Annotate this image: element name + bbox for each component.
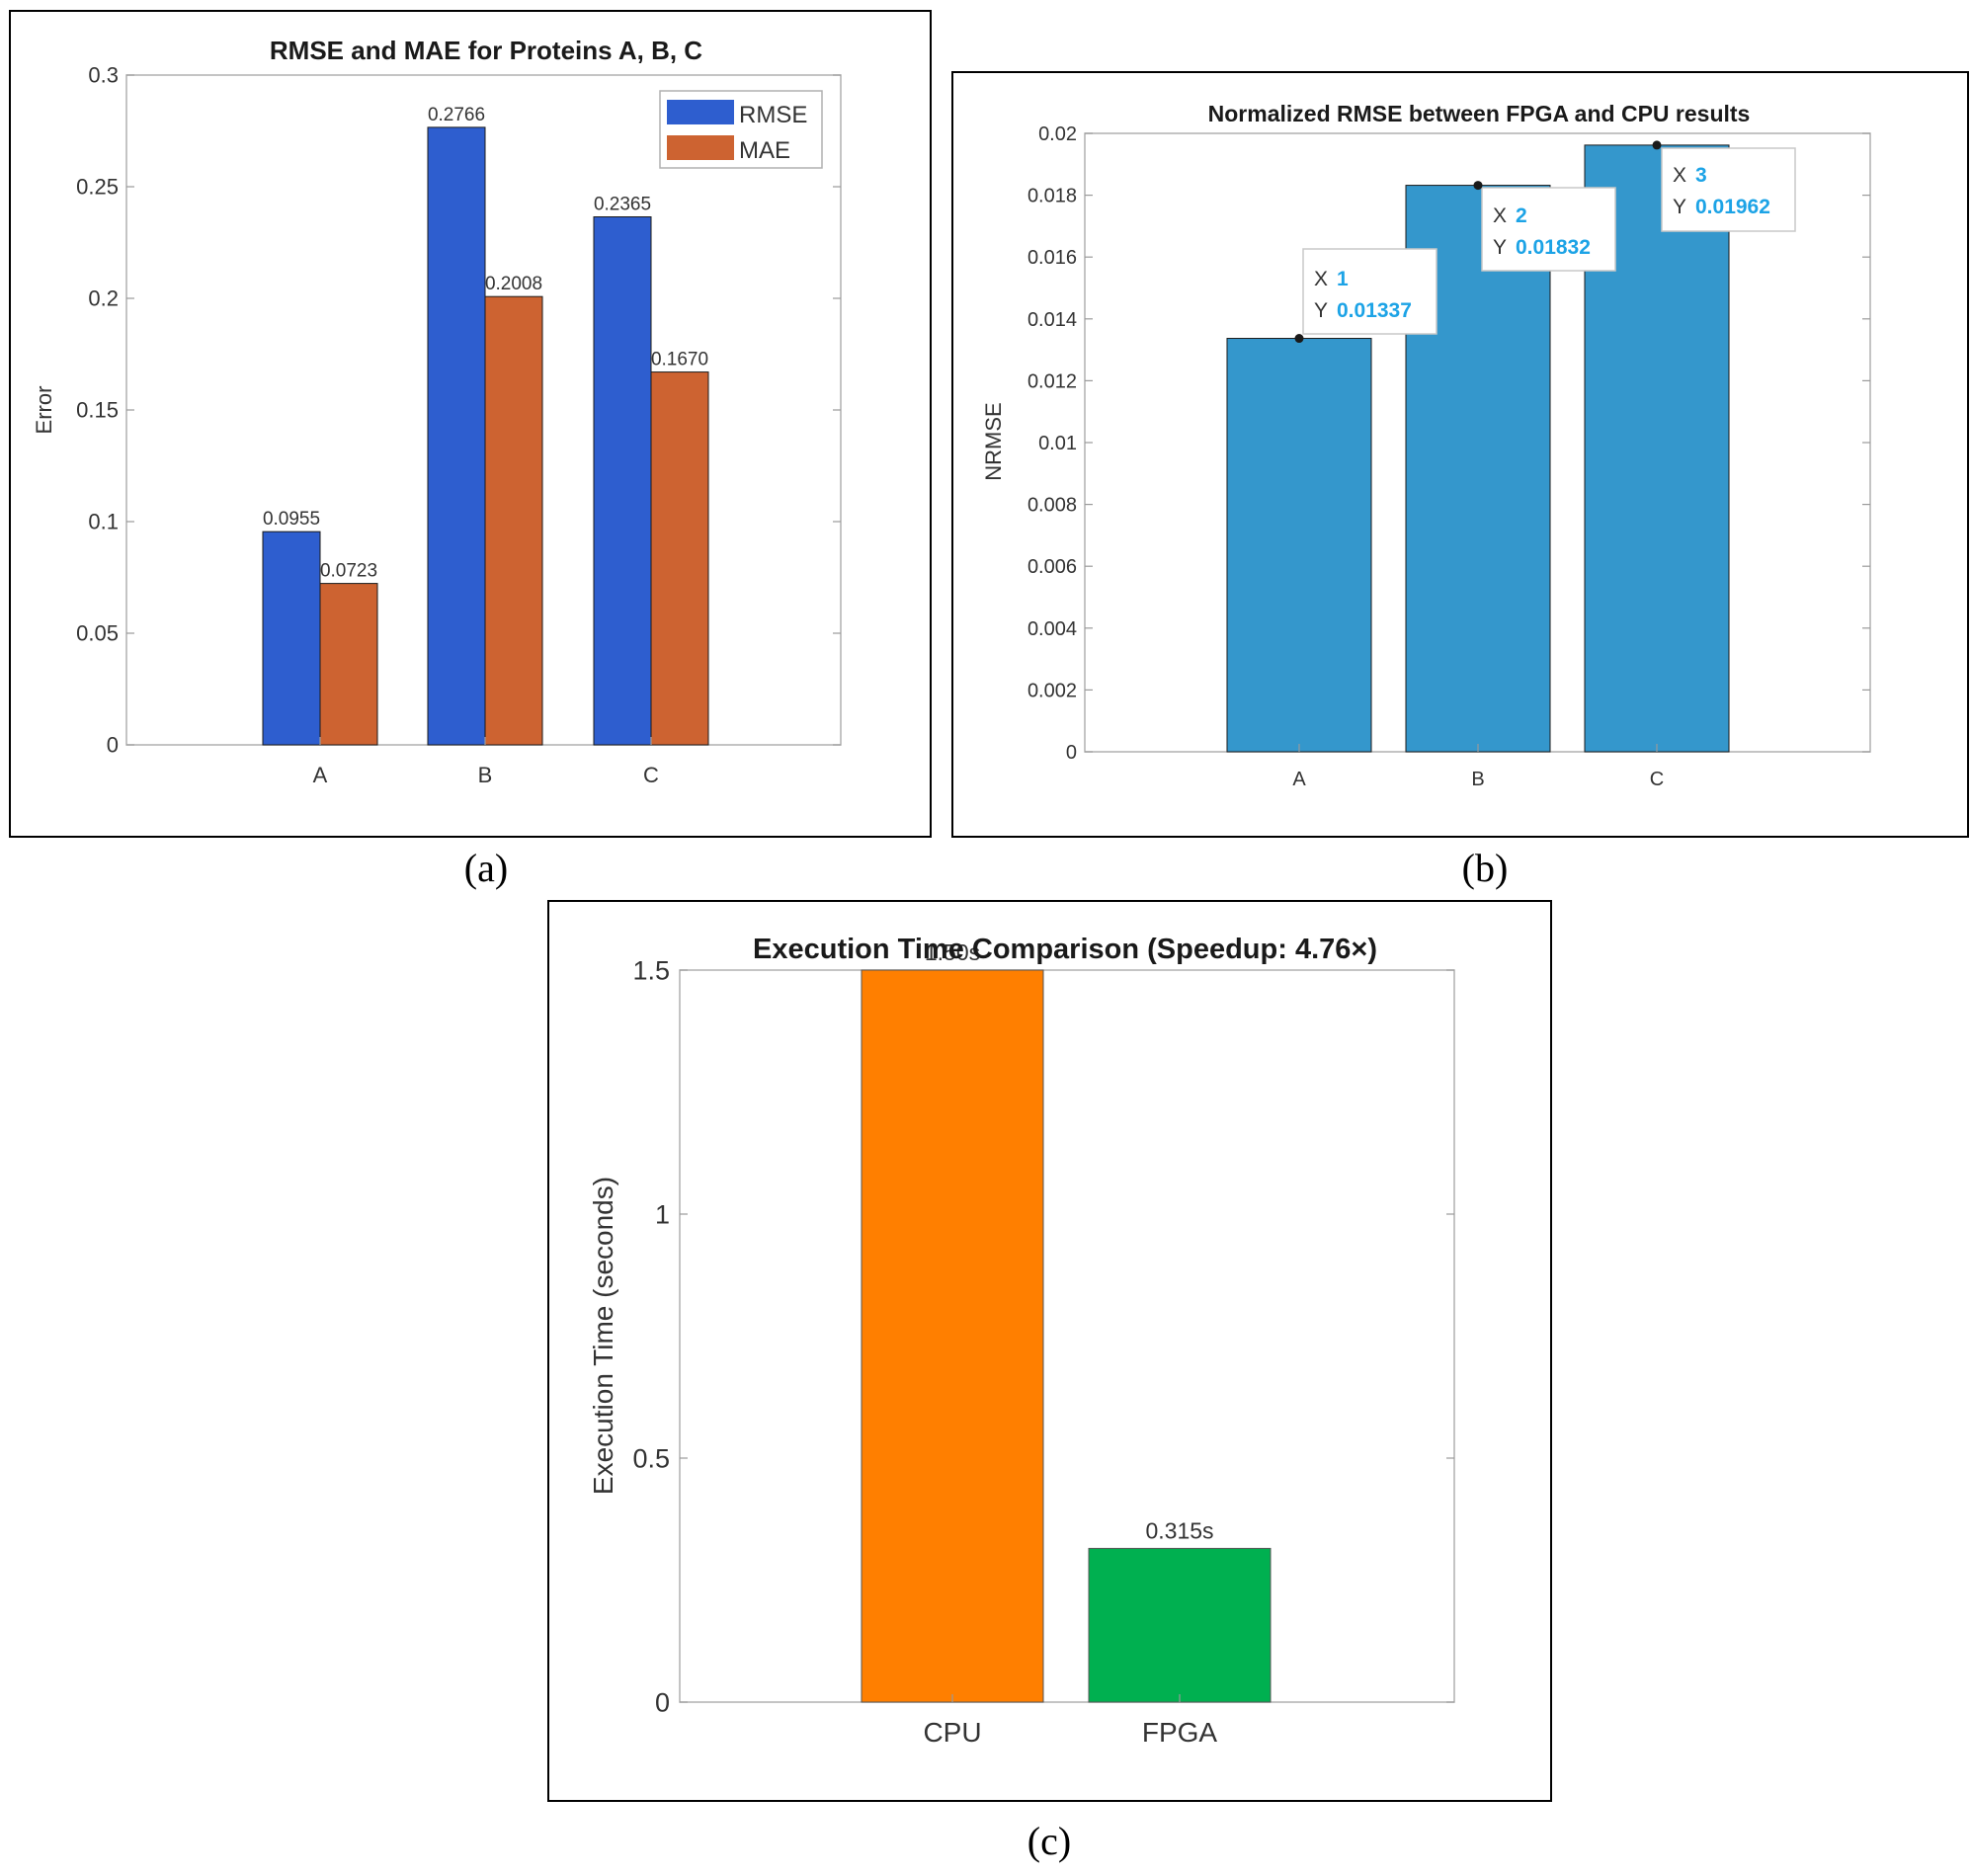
bar-mae-a — [319, 583, 378, 746]
y-tick-label: 0.05 — [76, 621, 119, 646]
bar-value-label: 0.2766 — [428, 105, 485, 125]
datatip-y-label: Y — [1673, 196, 1686, 218]
x-tick-label: C — [643, 763, 659, 787]
chart-b-title: Normalized RMSE between FPGA and CPU res… — [1208, 101, 1751, 126]
y-tick-label: 0.25 — [76, 175, 119, 200]
y-tick-label: 0.3 — [88, 63, 119, 88]
y-tick-label: 0.008 — [1027, 495, 1077, 517]
y-tick-label: 1.5 — [632, 955, 670, 985]
datatip-box — [1481, 187, 1616, 272]
datatip-y-label: Y — [1314, 299, 1328, 322]
bar-mae-c — [650, 371, 709, 746]
datatip-3[interactable]: X 3 Y 0.01962 — [1661, 147, 1796, 232]
bar-rmse-b — [427, 126, 486, 746]
datatip-x-value: 3 — [1695, 164, 1707, 187]
y-tick-label: 0.004 — [1027, 618, 1077, 640]
datatip-y-value: 0.01962 — [1695, 196, 1770, 218]
chart-c-x-axis: CPU FPGA — [923, 1694, 1217, 1748]
y-tick-label: 0.5 — [632, 1443, 670, 1473]
caption-a: (a) — [464, 846, 508, 890]
chart-a-ylabel: Error — [32, 386, 56, 435]
chart-a-title: RMSE and MAE for Proteins A, B, C — [270, 36, 702, 65]
bar-rmse-a — [262, 530, 321, 746]
bar-value-label: 0.2365 — [594, 195, 651, 215]
datatip-marker[interactable] — [1652, 140, 1662, 150]
datatip-box — [1302, 248, 1437, 335]
bar-value-label: 0.1670 — [651, 350, 708, 370]
bar-cpu — [861, 969, 1044, 1703]
datatip-2[interactable]: X 2 Y 0.01832 — [1481, 187, 1616, 272]
x-tick-label: A — [1292, 769, 1306, 790]
chart-b-ylabel: NRMSE — [981, 402, 1006, 480]
y-tick-label: 0.006 — [1027, 556, 1077, 578]
x-tick-label: FPGA — [1142, 1717, 1218, 1748]
y-tick-label: 0.1 — [88, 510, 119, 534]
datatip-y-value: 0.01832 — [1516, 236, 1591, 259]
y-tick-label: 0.002 — [1027, 680, 1077, 701]
caption-c: (c) — [1027, 1819, 1071, 1863]
datatip-x-label: X — [1314, 268, 1328, 290]
y-tick-label: 0.15 — [76, 398, 119, 423]
datatip-x-label: X — [1493, 204, 1507, 227]
chart-a-legend: RMSE MAE — [659, 90, 823, 169]
legend-swatch-mae — [667, 135, 734, 160]
chart-b-x-axis: A B C — [1292, 744, 1664, 790]
y-tick-label: 0.02 — [1038, 123, 1077, 145]
datatip-y-value: 0.01337 — [1337, 299, 1412, 322]
y-tick-label: 0.018 — [1027, 186, 1077, 207]
datatip-marker[interactable] — [1473, 181, 1483, 191]
x-tick-label: B — [478, 763, 493, 787]
legend-swatch-rmse — [667, 100, 734, 124]
y-tick-label: 0 — [655, 1687, 670, 1717]
bar-value-label: 0.315s — [1145, 1517, 1213, 1543]
chart-a-y-axis: 0 0.05 0.1 0.15 0.2 0.25 0.3 — [76, 63, 841, 758]
chart-a-x-axis: A B C — [313, 737, 659, 787]
chart-b-datatip-markers — [1294, 140, 1662, 344]
chart-c-bars: 1.50s 0.315s — [861, 939, 1272, 1703]
chart-c-ylabel: Execution Time (seconds) — [588, 1177, 618, 1495]
datatip-x-value: 1 — [1337, 268, 1349, 290]
y-tick-label: 0 — [107, 733, 119, 758]
chart-b-y-axis: 0 0.002 0.004 0.006 0.008 0.01 0.012 0.014 0.016… — [1027, 123, 1870, 764]
x-tick-label: C — [1650, 769, 1664, 790]
bar-rmse-c — [593, 216, 652, 746]
legend-label-mae: MAE — [739, 137, 790, 164]
chart-a-bars: 0.0955 0.0723 0.2766 0.2008 0.2365 0.1670 — [262, 105, 709, 746]
x-tick-label: CPU — [923, 1717, 981, 1748]
bar-value-label: 1.50s — [925, 939, 980, 965]
y-tick-label: 0.01 — [1038, 433, 1077, 454]
y-tick-label: 0.014 — [1027, 309, 1077, 331]
x-tick-label: B — [1471, 769, 1484, 790]
legend-label-rmse: RMSE — [739, 102, 807, 128]
bar-value-label: 0.2008 — [485, 274, 542, 294]
y-tick-label: 0 — [1066, 742, 1077, 764]
chart-c-axes-box — [679, 969, 1455, 1703]
bar-fpga — [1088, 1547, 1272, 1703]
y-tick-label: 0.2 — [88, 286, 119, 311]
chart-c-y-axis: 0 0.5 1 1.5 — [632, 955, 1454, 1717]
x-tick-label: A — [313, 763, 328, 787]
bar-mae-b — [484, 295, 543, 746]
datatip-x-label: X — [1673, 164, 1686, 187]
datatip-1[interactable]: X 1 Y 0.01337 — [1302, 248, 1437, 335]
bar-value-label: 0.0955 — [263, 509, 320, 530]
y-tick-label: 1 — [655, 1199, 670, 1229]
chart-c-title: Execution Time Comparison (Speedup: 4.76… — [753, 934, 1377, 965]
datatip-y-label: Y — [1493, 236, 1507, 259]
datatip-marker[interactable] — [1294, 334, 1304, 344]
y-tick-label: 0.016 — [1027, 247, 1077, 269]
datatip-box — [1661, 147, 1796, 232]
y-tick-label: 0.012 — [1027, 370, 1077, 392]
caption-b: (b) — [1462, 846, 1509, 890]
bar-value-label: 0.0723 — [320, 561, 377, 582]
datatip-x-value: 2 — [1516, 204, 1527, 227]
